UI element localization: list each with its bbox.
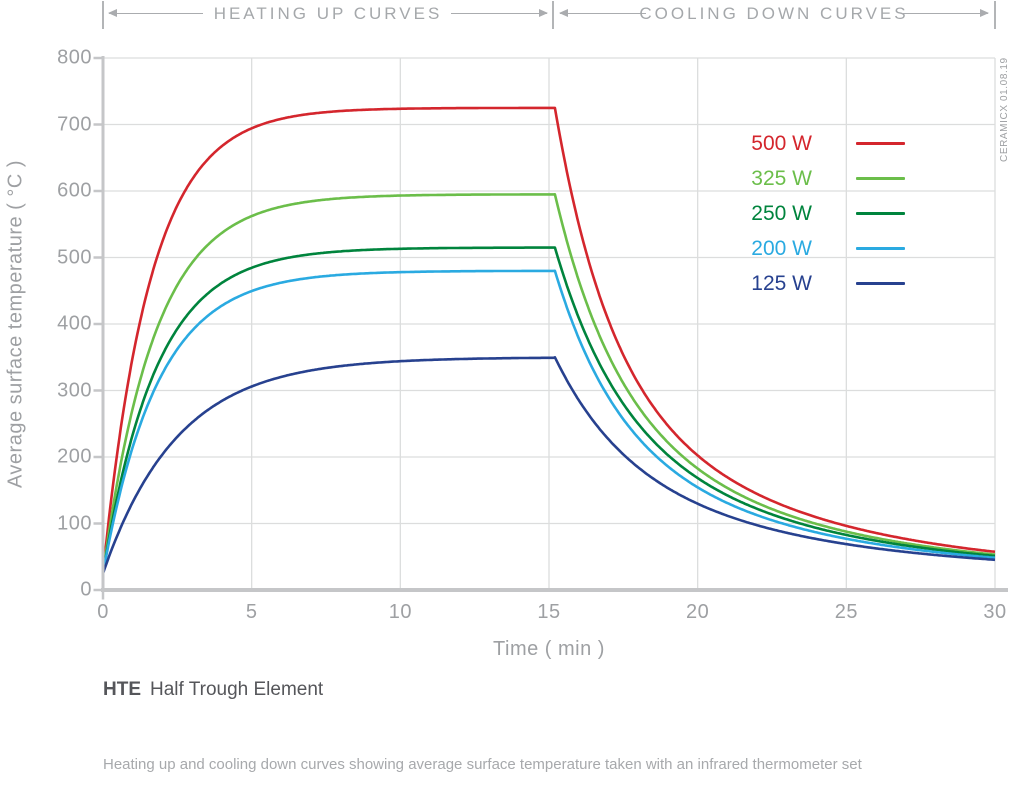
y-tick-label: 0	[80, 578, 92, 601]
x-tick-label: 0	[97, 601, 109, 623]
arrowhead-left-icon	[559, 9, 568, 17]
legend-label: 200 W	[751, 236, 812, 260]
y-tick-label: 800	[57, 46, 92, 69]
header-divider-middle	[552, 1, 554, 29]
curve-200W	[101, 269, 996, 574]
legend-swatch-line	[856, 142, 905, 145]
legend: 500 W 325 W 250 W 200 W 125 W	[700, 126, 905, 301]
y-tick-label: 600	[57, 179, 92, 202]
caption-title: HTE Half Trough Element	[103, 679, 323, 701]
header-divider-left	[102, 1, 104, 29]
legend-swatch-line	[856, 177, 905, 180]
arrow-left-icon	[559, 9, 646, 17]
legend-swatch-line	[856, 282, 905, 285]
arrow-left-icon	[108, 9, 203, 17]
legend-label: 325 W	[751, 166, 812, 190]
x-tick-label: 30	[983, 601, 1007, 623]
arrow-right-icon	[451, 9, 548, 17]
legend-label: 500 W	[751, 131, 812, 155]
arrowhead-right-icon	[980, 9, 989, 17]
caption-description-line1: Heating up and cooling down curves showi…	[103, 756, 862, 773]
header-divider-right	[994, 1, 996, 29]
legend-label: 125 W	[751, 271, 812, 295]
caption-description: Heating up and cooling down curves showi…	[103, 710, 862, 785]
y-tick-label: 100	[57, 512, 92, 534]
product-code: HTE	[103, 679, 141, 700]
y-axis-title: Average surface temperature ( °C )	[4, 159, 27, 489]
arrowhead-right-icon	[539, 9, 548, 17]
legend-label: 250 W	[751, 201, 812, 225]
legend-item: 325 W	[700, 161, 905, 196]
heating-phase-label: HEATING UP CURVES	[213, 4, 443, 23]
y-tick-label: 500	[57, 246, 92, 268]
legend-swatch-line	[856, 212, 905, 215]
legend-item: 125 W	[700, 266, 905, 301]
cooling-phase-label: COOLING DOWN CURVES	[639, 4, 909, 23]
x-tick-label: 20	[686, 601, 710, 623]
legend-item: 200 W	[700, 231, 905, 266]
legend-item: 250 W	[700, 196, 905, 231]
watermark-text: CERAMICX 01.08.19	[999, 57, 1010, 162]
x-tick-label: 10	[388, 601, 412, 623]
y-tick-label: 400	[57, 312, 92, 335]
curve-125W	[101, 356, 996, 574]
x-tick-label: 5	[245, 601, 258, 623]
curve-325W	[101, 193, 996, 574]
x-tick-label: 25	[834, 601, 858, 623]
legend-item: 500 W	[700, 126, 905, 161]
x-axis-title: Time ( min )	[493, 638, 605, 660]
curve-500W	[101, 106, 996, 574]
product-name: Half Trough Element	[150, 679, 324, 700]
curve-250W	[101, 246, 996, 574]
y-tick-label: 700	[57, 113, 92, 135]
arrow-right-icon	[902, 9, 989, 17]
x-tick-label: 15	[537, 601, 561, 623]
y-tick-label: 200	[57, 445, 92, 468]
y-tick-label: 300	[57, 379, 92, 401]
legend-swatch-line	[856, 247, 905, 250]
arrowhead-left-icon	[108, 9, 117, 17]
